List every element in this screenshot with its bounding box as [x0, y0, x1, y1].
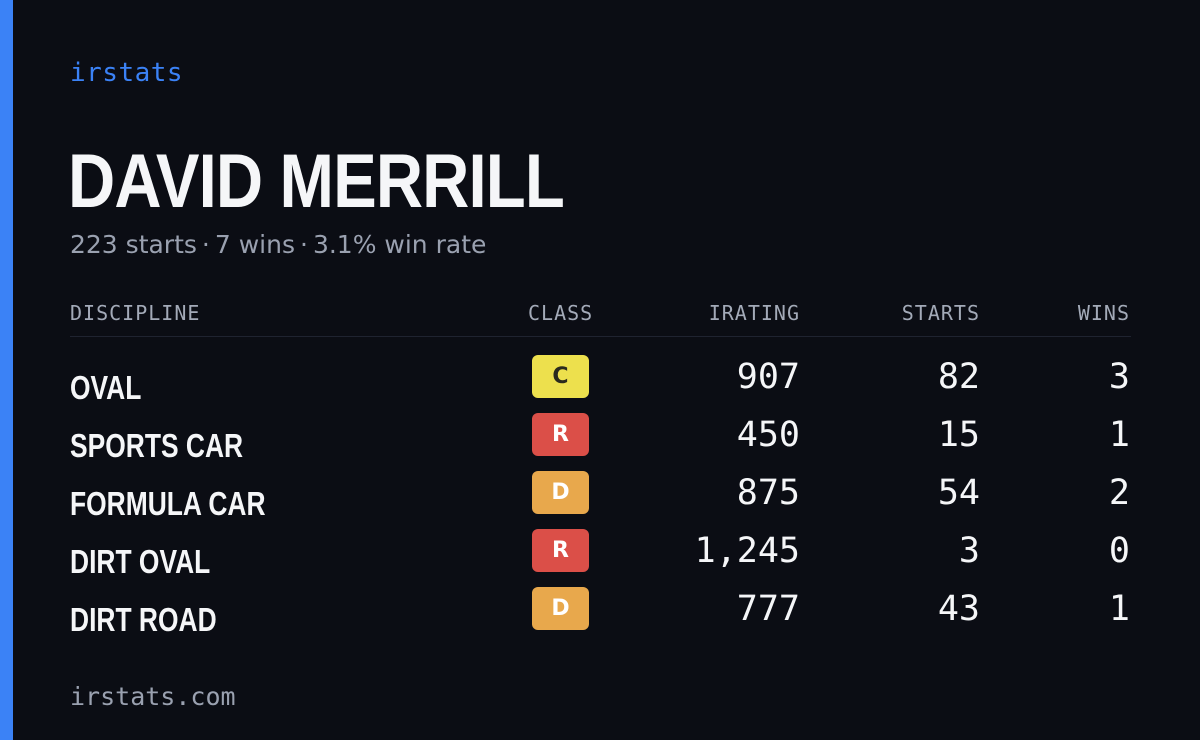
- irating-value: 450: [736, 415, 800, 455]
- starts-value: 43: [937, 589, 980, 629]
- table-row: DIRT ROAD D 777 43 1: [70, 584, 1131, 642]
- table-row: FORMULA CAR D 875 54 2: [70, 468, 1131, 526]
- irating-value: 1,245: [694, 531, 800, 571]
- discipline-name: OVAL: [70, 369, 142, 406]
- irating-value: 875: [736, 473, 800, 513]
- summary-separator: ·: [201, 230, 210, 259]
- summary-win-rate: 3.1% win rate: [312, 230, 487, 259]
- starts-value: 82: [937, 357, 980, 397]
- wins-value: 1: [1108, 415, 1130, 455]
- class-badge: R: [532, 529, 589, 572]
- class-badge: D: [532, 471, 589, 514]
- irating-value: 907: [736, 357, 800, 397]
- table-body: OVAL C 907 82 3 SPORTS CAR R 450 15 1 FO…: [70, 352, 1131, 642]
- discipline-name: SPORTS CAR: [70, 427, 244, 464]
- player-summary: 223 starts · 7 wins · 3.1% win rate: [70, 228, 486, 262]
- accent-bar: [0, 0, 13, 740]
- wins-value: 2: [1108, 473, 1130, 513]
- irating-value: 777: [736, 589, 800, 629]
- wins-value: 1: [1108, 589, 1130, 629]
- player-name: DAVID MERRILL: [68, 139, 565, 224]
- footer-url: irstats.com: [70, 682, 236, 711]
- summary-separator: ·: [300, 230, 308, 259]
- class-badge: C: [532, 355, 589, 398]
- table-row: SPORTS CAR R 450 15 1: [70, 410, 1131, 468]
- table-row: OVAL C 907 82 3: [70, 352, 1131, 410]
- class-badge: R: [532, 413, 589, 456]
- brand-logo: irstats: [70, 58, 184, 88]
- summary-starts: 223 starts: [70, 230, 197, 259]
- header-discipline: DISCIPLINE: [70, 301, 201, 325]
- starts-value: 15: [937, 415, 980, 455]
- summary-wins: 7 wins: [214, 230, 295, 259]
- discipline-name: DIRT ROAD: [70, 601, 217, 638]
- header-irating: IRATING: [708, 301, 800, 325]
- header-starts: STARTS: [901, 301, 980, 325]
- header-class: CLASS: [528, 301, 594, 325]
- table-row: DIRT OVAL R 1,245 3 0: [70, 526, 1131, 584]
- starts-value: 54: [937, 473, 980, 513]
- class-badge: D: [532, 587, 589, 630]
- starts-value: 3: [958, 531, 980, 571]
- stats-table: DISCIPLINE CLASS IRATING STARTS WINS OVA…: [70, 298, 1131, 642]
- wins-value: 0: [1108, 531, 1130, 571]
- discipline-name: FORMULA CAR: [70, 485, 266, 522]
- table-header: DISCIPLINE CLASS IRATING STARTS WINS: [70, 298, 1131, 337]
- discipline-name: DIRT OVAL: [70, 543, 211, 580]
- wins-value: 3: [1108, 357, 1130, 397]
- header-wins: WINS: [1077, 301, 1130, 325]
